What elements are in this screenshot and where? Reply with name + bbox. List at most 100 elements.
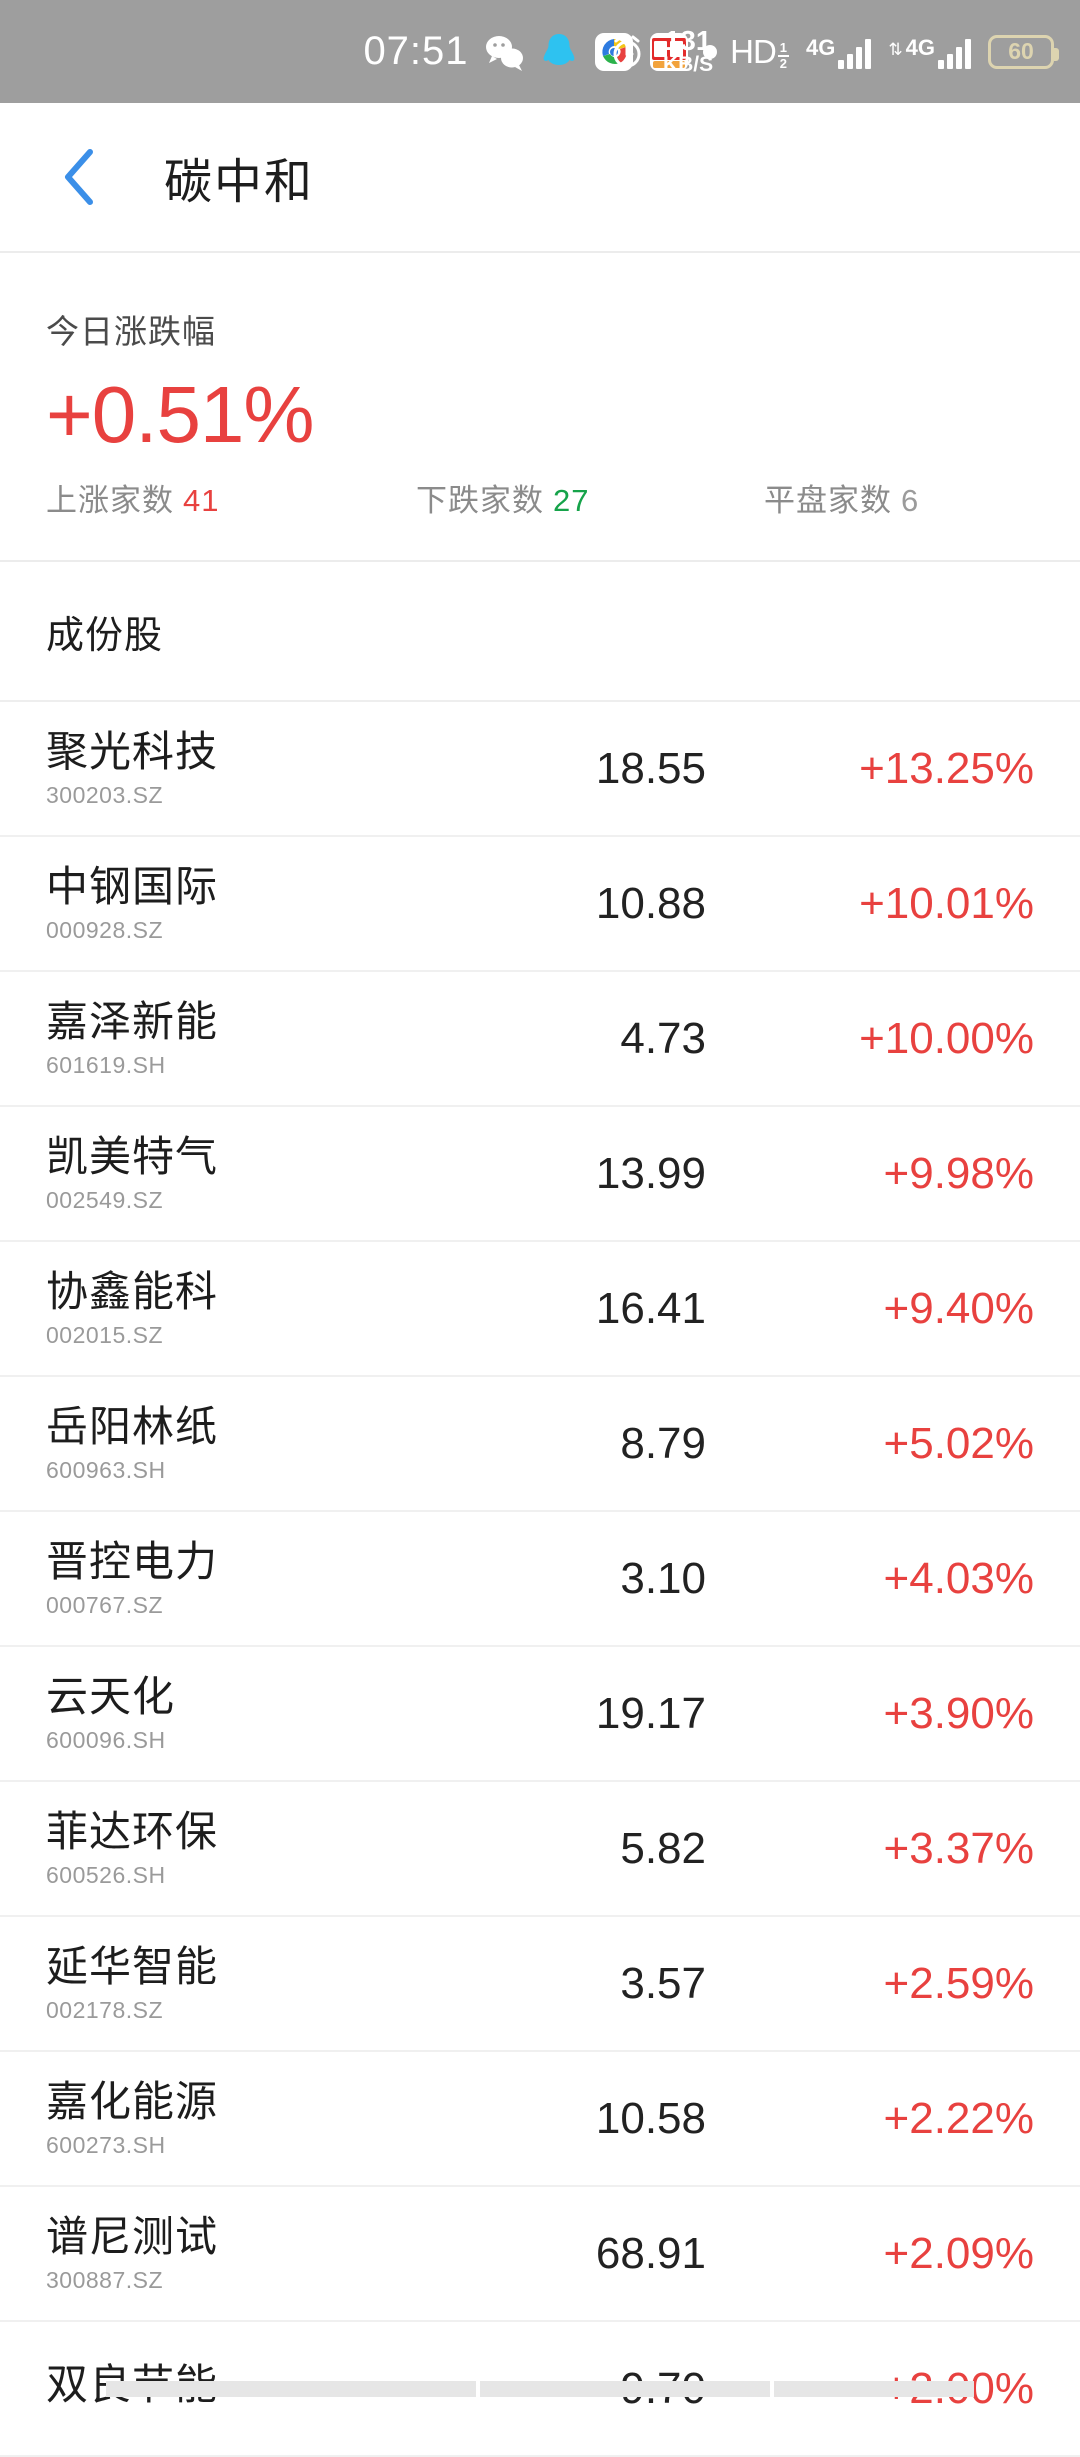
- stock-code: 002015.SZ: [46, 1322, 516, 1349]
- stock-identity: 凯美特气 002549.SZ: [46, 1133, 516, 1214]
- stock-name: 聚光科技: [46, 728, 516, 775]
- qq-icon: [538, 31, 580, 73]
- sim1-signal-bars: [838, 39, 871, 69]
- hd-sim-bottom: 2: [780, 57, 787, 71]
- stock-code: 600273.SH: [46, 2132, 516, 2159]
- sim2-signal-icon: ⇅ 4G: [888, 35, 971, 69]
- stock-price: 10.58: [516, 2094, 706, 2144]
- sim1-network-label: 4G: [806, 35, 835, 61]
- summary-label: 今日涨跌幅: [46, 305, 1034, 353]
- stock-change-percent: +10.01%: [706, 879, 1034, 929]
- stock-identity: 聚光科技 300203.SZ: [46, 728, 516, 809]
- page-title: 碳中和: [164, 142, 314, 212]
- advancing-count: 上涨家数 41: [46, 475, 416, 520]
- stock-name: 嘉泽新能: [46, 998, 516, 1045]
- bottom-scroll-indicator: [0, 2378, 1080, 2400]
- alarm-clock-icon: [608, 33, 646, 71]
- status-bar-right: 131 KB/S HD 1 2 4G ⇅ 4G 60: [608, 0, 1054, 103]
- status-bar: 07:51: [0, 0, 1080, 103]
- stock-price: 18.55: [516, 744, 706, 794]
- stock-change-percent: +13.25%: [706, 744, 1034, 794]
- stock-price: 13.99: [516, 1149, 706, 1199]
- stock-identity: 晋控电力 000767.SZ: [46, 1538, 516, 1619]
- declining-count-value: 27: [553, 483, 589, 518]
- stock-change-percent: +2.09%: [706, 2229, 1034, 2279]
- stock-price: 19.17: [516, 1689, 706, 1739]
- sim2-signal-bars: [938, 39, 971, 69]
- unchanged-count-label: 平盘家数: [764, 483, 892, 518]
- stock-change-percent: +5.02%: [706, 1419, 1034, 1469]
- stock-code: 002178.SZ: [46, 1997, 516, 2024]
- stock-name: 晋控电力: [46, 1538, 516, 1585]
- stock-code: 600526.SH: [46, 1862, 516, 1889]
- stock-name: 谱尼测试: [46, 2213, 516, 2260]
- stock-identity: 菲达环保 600526.SH: [46, 1808, 516, 1889]
- stock-change-percent: +10.00%: [706, 1014, 1034, 1064]
- back-button[interactable]: [46, 144, 112, 210]
- stock-identity: 岳阳林纸 600963.SH: [46, 1403, 516, 1484]
- stock-price: 16.41: [516, 1284, 706, 1334]
- sim1-signal-icon: 4G: [806, 35, 871, 69]
- advancing-count-value: 41: [183, 483, 219, 518]
- stock-change-percent: +9.98%: [706, 1149, 1034, 1199]
- status-bar-clock: 07:51: [363, 29, 468, 74]
- advancing-count-label: 上涨家数: [46, 483, 174, 518]
- declining-count-label: 下跌家数: [416, 483, 544, 518]
- stock-price: 68.91: [516, 2229, 706, 2279]
- stock-change-percent: +2.59%: [706, 1959, 1034, 2009]
- stock-price: 3.57: [516, 1959, 706, 2009]
- scroll-indicator-segment: [774, 2381, 974, 2397]
- wechat-icon: [483, 31, 525, 73]
- stock-code: 300203.SZ: [46, 782, 516, 809]
- stock-name: 菲达环保: [46, 1808, 516, 1855]
- stock-name: 中钢国际: [46, 863, 516, 910]
- scroll-indicator-segment: [106, 2381, 476, 2397]
- stock-change-percent: +4.03%: [706, 1554, 1034, 1604]
- battery-level: 60: [1008, 38, 1034, 65]
- network-speed-value: 131: [665, 27, 712, 54]
- stock-name: 云天化: [46, 1673, 516, 1720]
- stock-name: 嘉化能源: [46, 2078, 516, 2125]
- summary-change-percent: +0.51%: [46, 373, 1034, 457]
- chevron-left-icon: [56, 144, 102, 210]
- hd-sim-top: 1: [778, 41, 789, 57]
- stock-identity: 延华智能 002178.SZ: [46, 1943, 516, 2024]
- stock-code: 300887.SZ: [46, 2267, 516, 2294]
- stock-name: 凯美特气: [46, 1133, 516, 1180]
- stock-code: 600963.SH: [46, 1457, 516, 1484]
- stock-code: 002549.SZ: [46, 1187, 516, 1214]
- stock-change-percent: +3.37%: [706, 1824, 1034, 1874]
- stock-price: 3.10: [516, 1554, 706, 1604]
- stock-name: 岳阳林纸: [46, 1403, 516, 1450]
- stock-name: 延华智能: [46, 1943, 516, 1990]
- scroll-indicator-segment: [480, 2381, 770, 2397]
- stock-code: 000767.SZ: [46, 1592, 516, 1619]
- battery-icon: 60: [988, 35, 1054, 69]
- data-transfer-arrows-icon: ⇅: [888, 43, 902, 57]
- declining-count: 下跌家数 27: [416, 475, 764, 520]
- stock-change-percent: +2.22%: [706, 2094, 1034, 2144]
- stock-price: 10.88: [516, 879, 706, 929]
- stock-code: 601619.SH: [46, 1052, 516, 1079]
- network-speed-unit: KB/S: [663, 55, 713, 76]
- stock-identity: 谱尼测试 300887.SZ: [46, 2213, 516, 2294]
- stock-change-percent: +9.40%: [706, 1284, 1034, 1334]
